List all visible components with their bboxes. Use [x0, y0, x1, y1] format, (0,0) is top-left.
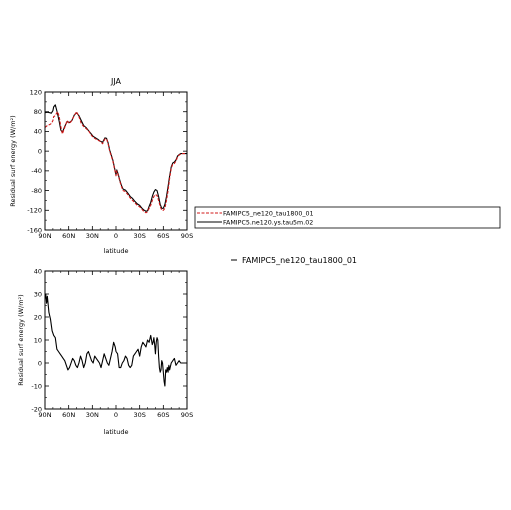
y-tick-label: -80 — [31, 187, 42, 195]
y-tick-label: -20 — [31, 405, 42, 413]
x-tick-label: 30N — [86, 411, 99, 419]
x-tick-label: 60S — [157, 411, 169, 419]
x-tick-label: 0 — [114, 232, 118, 240]
panel2-x-axis-label: latitude — [104, 428, 129, 436]
x-tick-label: 90N — [38, 232, 51, 240]
x-tick-label: 90N — [38, 411, 51, 419]
panel1-legend: FAMIPC5_ne120_tau1800_01 FAMIPC5.ne120.y… — [194, 206, 501, 229]
panel2-y-axis-label: Residual surf energy (W/m²) — [17, 294, 25, 385]
panel-difference: 90N 60N 30N 0 30S 60S 90S -20 -10 0 10 20 30 40 latit… — [17, 267, 193, 436]
x-tick-label: 30S — [133, 232, 145, 240]
panel1-plot-frame — [44, 91, 188, 231]
y-tick-label: 0 — [38, 359, 42, 367]
y-tick-label: 20 — [34, 313, 42, 321]
legend-entry-tau1800: FAMIPC5_ne120_tau1800_01 — [223, 211, 314, 218]
y-tick-label: -160 — [27, 226, 42, 234]
x-tick-label: 30S — [133, 411, 145, 419]
y-tick-label: -10 — [31, 382, 42, 390]
panel2-plot-frame — [44, 270, 188, 410]
y-tick-label: 40 — [34, 128, 42, 136]
x-tick-label: 60N — [62, 411, 75, 419]
y-tick-label: -120 — [27, 207, 42, 215]
panel1-title: JJA — [110, 77, 122, 86]
y-tick-label: 40 — [34, 267, 42, 275]
x-tick-label: 60S — [157, 232, 169, 240]
panel2-legend-label: FAMIPC5_ne120_tau1800_01 — [242, 256, 357, 265]
y-tick-label: 10 — [34, 336, 42, 344]
x-tick-label: 60N — [62, 232, 75, 240]
y-tick-label: 80 — [34, 108, 42, 116]
x-tick-label: 90S — [181, 232, 193, 240]
y-tick-label: 120 — [30, 88, 42, 96]
panel1-x-axis-label: latitude — [104, 247, 129, 255]
y-tick-label: 0 — [38, 147, 42, 155]
x-tick-label: 0 — [114, 411, 118, 419]
y-tick-label: 30 — [34, 290, 42, 298]
series-line-2 — [44, 104, 187, 212]
x-tick-label: 90S — [181, 411, 193, 419]
panel-jja: JJA 90N 60N 30N 0 30S 60S 90S -160 -120 -80 -40 0 40… — [9, 77, 193, 255]
legend-entry-tau5m: FAMIPC5.ne120.ys.tau5m.02 — [223, 220, 313, 227]
panel2-legend: FAMIPC5_ne120_tau1800_01 — [231, 256, 357, 265]
legend-box — [194, 206, 501, 229]
series-line-1 — [44, 111, 187, 214]
series-line-1 — [44, 293, 187, 387]
y-tick-label: -40 — [31, 167, 42, 175]
panel1-y-axis-label: Residual surf energy (W/m²) — [9, 115, 17, 206]
x-tick-label: 30N — [86, 232, 99, 240]
